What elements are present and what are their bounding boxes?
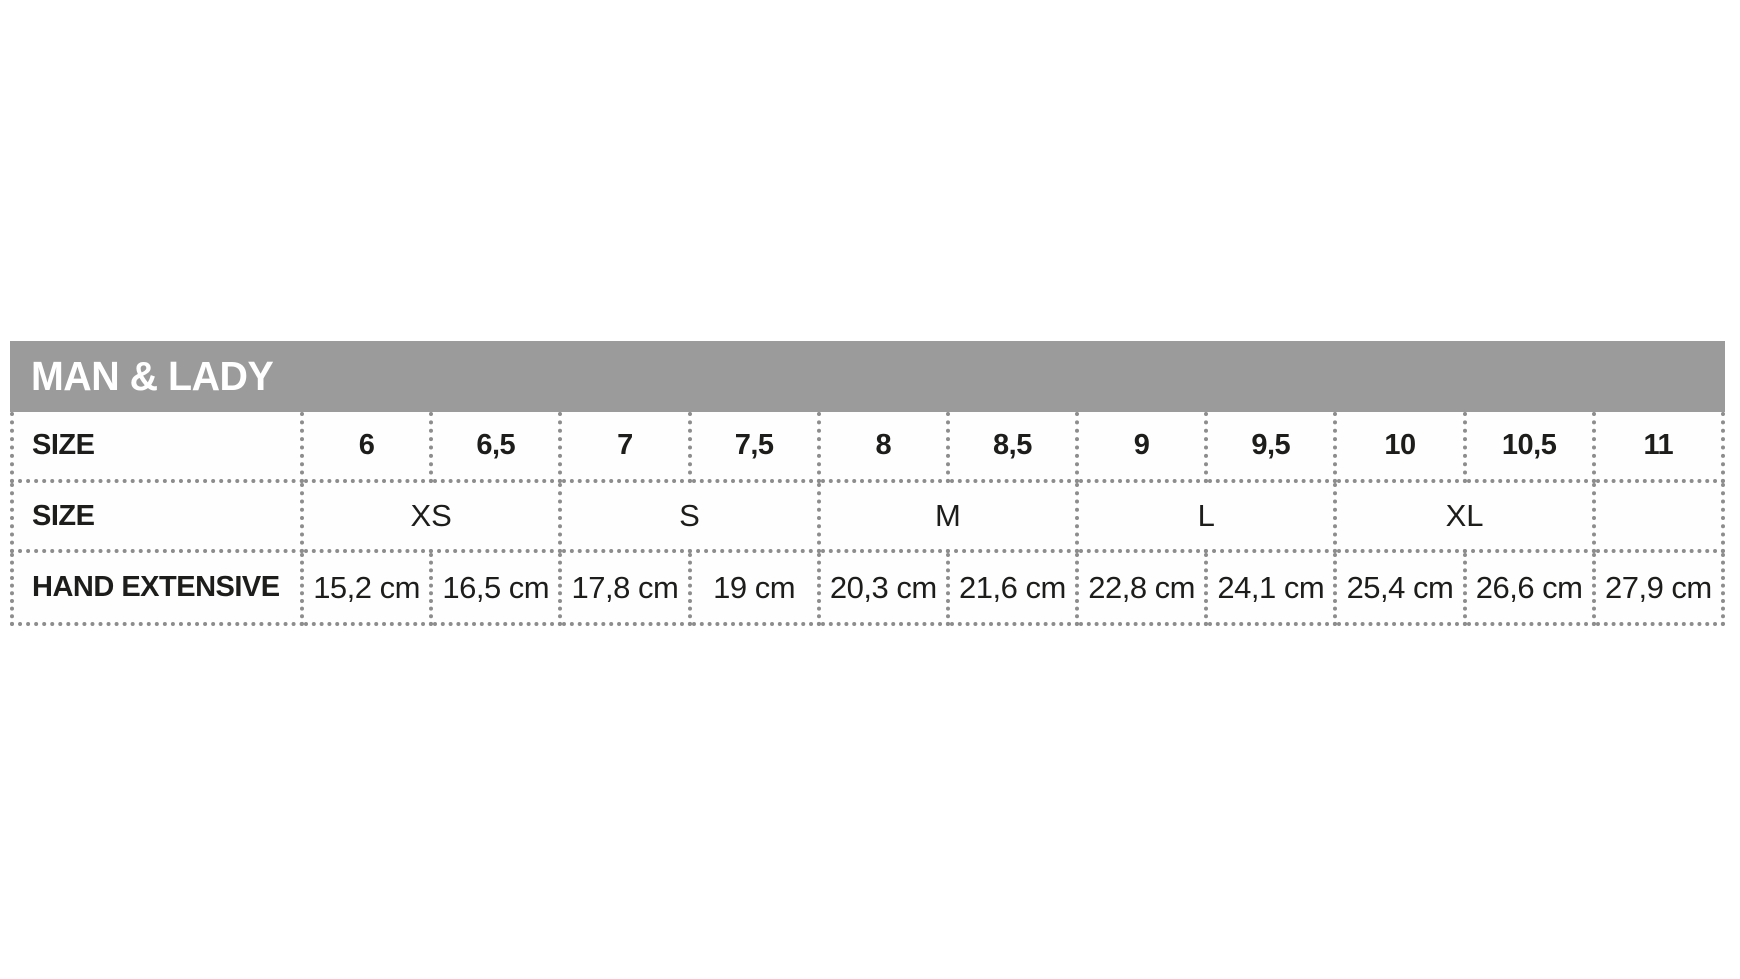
hand-extensive-cell: 22,8 cm bbox=[1075, 549, 1209, 626]
table-title: MAN & LADY bbox=[31, 353, 274, 399]
hand-extensive-cell: 26,6 cm bbox=[1462, 549, 1596, 626]
size-number-cell: 8 bbox=[816, 412, 950, 483]
size-number-row: SIZE 6 6,5 7 7,5 8 8,5 9 9,5 10 10,5 11 bbox=[10, 412, 1726, 483]
size-number-cell: 9,5 bbox=[1204, 412, 1338, 483]
size-number-cell: 9 bbox=[1075, 412, 1209, 483]
size-number-cell: 10,5 bbox=[1462, 412, 1596, 483]
size-letter-cell: XL bbox=[1333, 479, 1596, 553]
size-letter-cell: S bbox=[558, 479, 821, 553]
hand-extensive-row: HAND EXTENSIVE 15,2 cm 16,5 cm 17,8 cm 1… bbox=[10, 549, 1726, 626]
size-table: SIZE 6 6,5 7 7,5 8 8,5 9 9,5 10 10,5 11 … bbox=[10, 412, 1726, 626]
hand-extensive-cell: 15,2 cm bbox=[299, 549, 434, 626]
hand-extensive-cell: 16,5 cm bbox=[429, 549, 563, 626]
hand-extensive-cell: 20,3 cm bbox=[816, 549, 950, 626]
size-number-cell: 7 bbox=[558, 412, 692, 483]
size-number-cell: 7,5 bbox=[687, 412, 821, 483]
hand-extensive-row-label: HAND EXTENSIVE bbox=[10, 549, 304, 626]
size-letter-row-label: SIZE bbox=[10, 479, 304, 553]
size-number-cell: 8,5 bbox=[945, 412, 1080, 483]
size-letter-row: SIZE XS S M L XL bbox=[10, 479, 1726, 553]
hand-extensive-cell: 24,1 cm bbox=[1204, 549, 1338, 626]
size-chart: MAN & LADY SIZE 6 6,5 7 7,5 8 8,5 9 9,5 … bbox=[10, 341, 1726, 626]
size-number-cell: 11 bbox=[1591, 412, 1726, 483]
hand-extensive-cell: 17,8 cm bbox=[558, 549, 692, 626]
size-letter-cell: M bbox=[816, 479, 1080, 553]
hand-extensive-cell: 27,9 cm bbox=[1591, 549, 1726, 626]
hand-extensive-cell: 19 cm bbox=[687, 549, 821, 626]
table-header-bar: MAN & LADY bbox=[10, 341, 1725, 412]
hand-extensive-cell: 21,6 cm bbox=[945, 549, 1080, 626]
size-letter-cell: XS bbox=[299, 479, 563, 553]
size-number-row-label: SIZE bbox=[10, 412, 304, 483]
size-letter-cell: L bbox=[1075, 479, 1338, 553]
size-number-cell: 6,5 bbox=[429, 412, 563, 483]
size-letter-cell-empty bbox=[1591, 479, 1726, 553]
size-number-cell: 6 bbox=[299, 412, 434, 483]
size-number-cell: 10 bbox=[1333, 412, 1467, 483]
hand-extensive-cell: 25,4 cm bbox=[1333, 549, 1467, 626]
